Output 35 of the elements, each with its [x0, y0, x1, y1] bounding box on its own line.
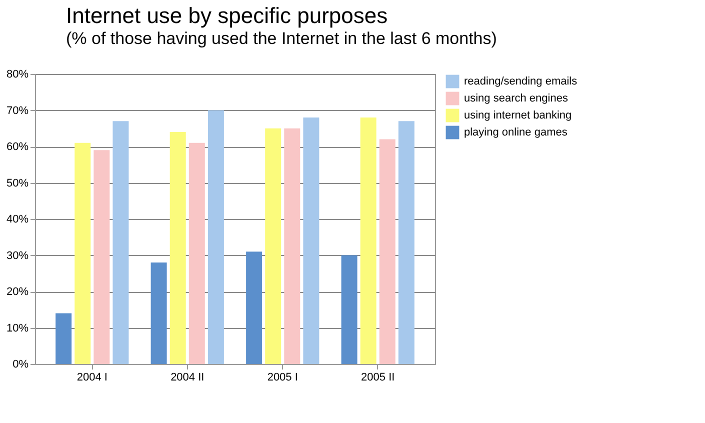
y-tick-label: 20%	[6, 286, 29, 298]
bar	[150, 262, 167, 364]
legend-label: using search engines	[464, 92, 568, 104]
y-tick-label: 60%	[6, 141, 29, 153]
x-tick-label: 2005 I	[267, 372, 298, 384]
legend-label: reading/sending emails	[464, 76, 578, 88]
bar	[246, 252, 262, 364]
bar	[74, 142, 91, 364]
chart-title: Internet use by specific purposes	[66, 3, 388, 28]
bar	[188, 142, 205, 364]
bar	[341, 255, 358, 364]
y-tick-label: 50%	[6, 177, 29, 190]
legend-label: using internet banking	[464, 110, 572, 122]
bar	[284, 128, 300, 364]
chart-subtitle: (% of those having used the Internet in the last 6 months)	[66, 29, 497, 48]
x-tick-label: 2004 I	[76, 372, 108, 384]
y-tick-label: 40%	[6, 214, 29, 226]
bar	[94, 150, 110, 364]
legend-label: playing online games	[464, 126, 568, 138]
bar	[265, 128, 282, 364]
y-tick-label: 0%	[12, 358, 29, 370]
bar	[379, 139, 396, 364]
bar	[208, 110, 224, 364]
bar	[303, 118, 320, 364]
y-tick-label: 10%	[6, 322, 29, 334]
bar	[170, 132, 186, 364]
y-tick-label: 80%	[6, 68, 29, 80]
y-tick-label: 70%	[6, 104, 29, 117]
bar	[360, 118, 376, 364]
bar	[56, 313, 72, 364]
y-tick-label: 30%	[6, 250, 29, 262]
x-tick-label: 2005 II	[361, 372, 395, 384]
bar	[398, 121, 414, 364]
x-tick-label: 2004 II	[170, 372, 204, 384]
bar	[112, 121, 129, 364]
